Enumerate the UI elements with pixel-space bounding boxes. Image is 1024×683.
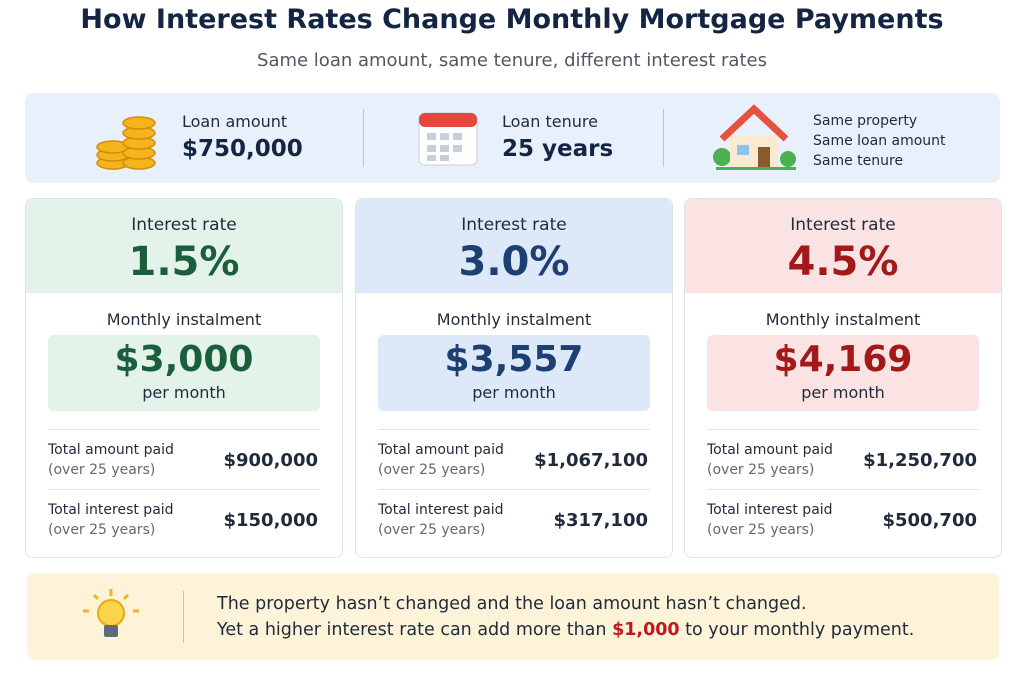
- footer-text: to your monthly payment.: [679, 620, 915, 640]
- house-icon: [713, 104, 796, 170]
- rate-label: Interest rate: [790, 215, 896, 235]
- row-sub: (over 25 years): [707, 462, 815, 478]
- row-value: $317,100: [553, 510, 648, 531]
- instalment-value: $4,169: [773, 339, 913, 380]
- note: Same loan amount: [813, 133, 946, 149]
- footer-line: The property hasn’t changed and the loan…: [217, 594, 807, 614]
- coins-icon: [96, 116, 156, 170]
- total-row: Total interest paid (over 25 years) $317,1…: [378, 489, 650, 550]
- rate-value: 3.0%: [458, 239, 570, 285]
- note: Same tenure: [813, 153, 904, 169]
- card-header: [356, 199, 672, 293]
- footer-text: Yet a higher interest rate can add more …: [217, 620, 613, 640]
- rate-label: Interest rate: [461, 215, 567, 235]
- instalment-value: $3,557: [444, 339, 584, 380]
- instalment-label: Monthly instalment: [765, 310, 921, 329]
- row-sub: (over 25 years): [48, 522, 156, 538]
- row-label: Total interest paid: [707, 502, 833, 518]
- row-sub: (over 25 years): [707, 522, 815, 538]
- total-row: Total interest paid (over 25 years) $150,0…: [48, 489, 320, 550]
- tenure-label: Loan tenure: [502, 112, 598, 131]
- row-value: $500,700: [882, 510, 977, 531]
- summary-panel: Loan amount $750,000 Loan tenure 25 year…: [25, 93, 1000, 183]
- row-sub: (over 25 years): [378, 522, 486, 538]
- instalment-value: $3,000: [114, 339, 254, 380]
- rate-card: Interest rate 4.5% Monthly instalment $4,16…: [684, 198, 1002, 558]
- row-sub: (over 25 years): [378, 462, 486, 478]
- row-label: Total interest paid: [48, 502, 174, 518]
- instalment-label: Monthly instalment: [436, 310, 592, 329]
- row-value: $1,067,100: [534, 450, 648, 471]
- row-value: $900,000: [223, 450, 318, 471]
- row-value: $150,000: [223, 510, 318, 531]
- row-value: $1,250,700: [863, 450, 977, 471]
- divider: [183, 591, 184, 643]
- total-row: Total amount paid (over 25 years) $900,000: [48, 429, 320, 490]
- row-label: Total interest paid: [378, 502, 504, 518]
- divider: [663, 109, 664, 167]
- rate-label: Interest rate: [131, 215, 237, 235]
- instalment-label: Monthly instalment: [106, 310, 262, 329]
- divider: [363, 109, 364, 167]
- subtitle: Same loan amount, same tenure, different…: [257, 50, 767, 71]
- instalment-box: $3,557 per month: [378, 335, 650, 411]
- loan-label: Loan amount: [182, 112, 288, 131]
- card-header: [685, 199, 1001, 293]
- instalment-box: $4,169 per month: [707, 335, 979, 411]
- loan-value: $750,000: [182, 136, 303, 162]
- row-label: Total amount paid: [48, 442, 174, 458]
- calendar-icon: [418, 112, 478, 166]
- row-label: Total amount paid: [707, 442, 833, 458]
- per-month: per month: [472, 383, 556, 402]
- title: How Interest Rates Change Monthly Mortga…: [80, 4, 944, 35]
- total-row: Total amount paid (over 25 years) $1,250,7…: [707, 429, 979, 490]
- row-label: Total amount paid: [378, 442, 504, 458]
- card-header: [26, 199, 342, 293]
- rate-card: Interest rate 3.0% Monthly instalment $3,55…: [355, 198, 673, 558]
- row-sub: (over 25 years): [48, 462, 156, 478]
- note: Same property: [813, 113, 918, 129]
- rate-card: Interest rate 1.5% Monthly instalment $3,00…: [25, 198, 343, 558]
- footer-line: Yet a higher interest rate can add more …: [217, 620, 914, 640]
- footer-highlight: $1,000: [612, 620, 680, 640]
- total-row: Total interest paid (over 25 years) $500,7…: [707, 489, 979, 550]
- total-row: Total amount paid (over 25 years) $1,067,1…: [378, 429, 650, 490]
- tenure-value: 25 years: [502, 136, 614, 162]
- per-month: per month: [142, 383, 226, 402]
- per-month: per month: [801, 383, 885, 402]
- rate-value: 4.5%: [787, 239, 899, 285]
- bulb-icon: [83, 589, 139, 637]
- instalment-box: $3,000 per month: [48, 335, 320, 411]
- rate-value: 1.5%: [128, 239, 240, 285]
- notes: Same property Same loan amount Same tenu…: [813, 111, 946, 171]
- footer-panel: The property hasn’t changed and the loan…: [27, 573, 999, 660]
